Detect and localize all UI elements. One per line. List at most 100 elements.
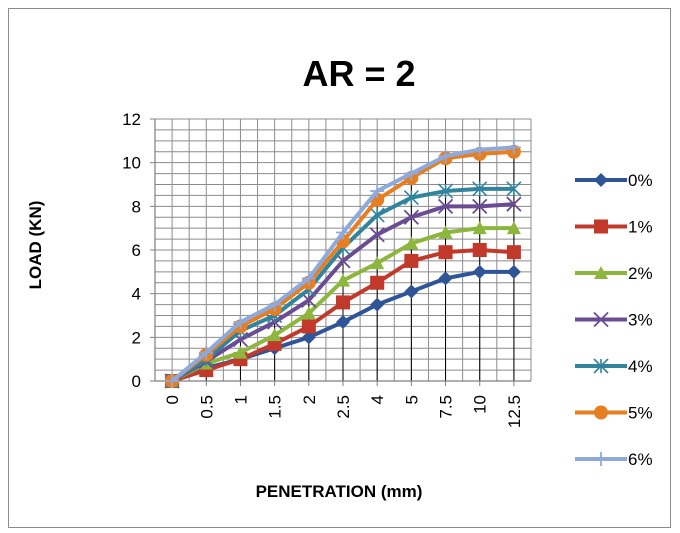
x-axis-label: PENETRATION (mm): [256, 482, 423, 501]
data-point-2pct: [336, 273, 350, 287]
x-tick-label: 10: [471, 395, 490, 414]
data-point-3pct: [301, 292, 317, 308]
data-point-6pct: [301, 271, 316, 286]
x-tick-label: 4: [368, 395, 387, 404]
data-point-4pct: [369, 207, 385, 223]
legend-item-5pct: 5%: [575, 404, 653, 423]
legend-item-0pct: 0%: [575, 171, 653, 190]
y-tick-label: 10: [122, 154, 141, 173]
legend-marker: [594, 266, 608, 279]
data-point-3pct-stroke: [369, 227, 385, 243]
data-point-2pct: [438, 225, 453, 239]
legend-item-3pct: 3%: [575, 311, 653, 330]
data-point-0pct: [506, 264, 521, 279]
x-tick-label: 5: [402, 395, 421, 404]
data-point-4pct: [403, 190, 419, 206]
legend-label: 5%: [628, 404, 653, 423]
data-point-3pct-stroke: [472, 198, 488, 214]
data-point-3pct: [369, 227, 385, 243]
data-point-0pct: [301, 330, 316, 345]
x-tick-label: 2.5: [334, 395, 353, 419]
data-point-2pct: [267, 328, 282, 342]
data-point-2pct: [301, 306, 316, 320]
data-point-1pct: [370, 275, 385, 290]
legend-item-6pct: 6%: [575, 450, 653, 469]
chart-frame: 0 2 4 6 8 10 12 0 0.5 1 1.5 2 2.5 4 5 7.5 10 12.5 0% 1% 2%…: [8, 8, 671, 528]
y-tick-label: 12: [122, 110, 141, 129]
x-tick-label: 7.5: [437, 395, 456, 419]
data-point-2pct: [472, 221, 487, 235]
data-point-0pct: [438, 271, 453, 286]
data-point-4pct: [472, 181, 488, 197]
legend-marker: [594, 219, 608, 234]
data-point-6pct: [233, 315, 248, 330]
legend-label: 6%: [628, 450, 653, 469]
series-2pct: [165, 221, 521, 387]
legend-marker: [594, 405, 608, 420]
data-point-6pct: [267, 297, 282, 312]
y-tick-label: 4: [132, 285, 141, 304]
x-tick-label: 12.5: [505, 395, 524, 428]
data-point-4pct: [437, 183, 454, 199]
data-point-1pct: [404, 253, 419, 268]
x-tick-label: 1.5: [266, 395, 285, 419]
data-point-1pct: [301, 319, 316, 334]
legend-item-2pct: 2%: [575, 264, 653, 283]
legend-item-1pct: 1%: [575, 218, 653, 237]
x-tick-label: 2: [300, 395, 319, 404]
data-point-2pct: [370, 256, 385, 270]
data-point-2pct: [233, 345, 248, 359]
data-point-6pct: [438, 149, 453, 164]
legend-marker-stroke: [593, 311, 609, 328]
legend-label: 0%: [628, 171, 653, 190]
plot-axes: [150, 118, 531, 386]
data-point-3pct: [472, 198, 488, 214]
x-tick-label: 0: [163, 395, 182, 404]
data-point-0pct: [404, 284, 419, 299]
data-point-3pct: [506, 196, 522, 212]
data-point-4pct: [506, 181, 522, 197]
data-point-0pct: [336, 315, 350, 330]
data-point-6pct: [370, 184, 385, 199]
legend-marker: [593, 311, 609, 328]
data-point-6pct: [165, 374, 180, 388]
data-point-6pct: [404, 166, 419, 181]
data-point-1pct: [472, 243, 487, 257]
data-point-6pct: [472, 142, 487, 157]
legend-item-4pct: 4%: [575, 357, 653, 376]
data-point-3pct-stroke: [335, 253, 351, 269]
x-tick-labels: 0 0.5 1 1.5 2 2.5 4 5 7.5 10 12.5: [163, 395, 524, 428]
data-point-0pct: [370, 297, 385, 312]
data-point-3pct: [437, 198, 454, 214]
data-point-3pct: [403, 209, 420, 225]
legend: 0% 1% 2% 3% 4% 5% 6%: [575, 171, 653, 469]
data-point-1pct: [506, 245, 521, 260]
data-point-6pct: [506, 140, 521, 155]
data-point-3pct-stroke: [506, 196, 522, 212]
legend-marker: [593, 358, 609, 374]
legend-label: 1%: [628, 218, 653, 237]
legend-label: 3%: [628, 311, 653, 330]
data-point-3pct-stroke: [437, 198, 454, 214]
y-tick-label: 8: [132, 197, 141, 216]
chart-title: AR = 2: [302, 53, 415, 94]
legend-label: 2%: [628, 264, 653, 283]
y-tick-labels: 0 2 4 6 8 10 12: [122, 110, 141, 391]
data-point-2pct: [404, 236, 419, 250]
chart-svg: 0 2 4 6 8 10 12 0 0.5 1 1.5 2 2.5 4 5 7.5 10 12.5 0% 1% 2%…: [26, 53, 653, 501]
legend-marker: [594, 452, 608, 466]
x-tick-label: 0.5: [197, 395, 216, 419]
data-point-6pct: [199, 345, 214, 360]
x-tick-label: 1: [231, 395, 250, 404]
y-tick-label: 6: [132, 241, 141, 260]
data-point-3pct-stroke: [403, 209, 420, 225]
data-point-6pct: [336, 225, 350, 240]
series-6pct: [165, 140, 521, 388]
legend-marker: [594, 173, 608, 187]
y-tick-label: 2: [132, 328, 141, 347]
data-point-2pct: [506, 221, 521, 235]
y-tick-label: 0: [132, 372, 141, 391]
series-layer: [164, 140, 522, 389]
data-point-3pct-stroke: [301, 292, 317, 308]
data-point-0pct: [472, 264, 487, 279]
